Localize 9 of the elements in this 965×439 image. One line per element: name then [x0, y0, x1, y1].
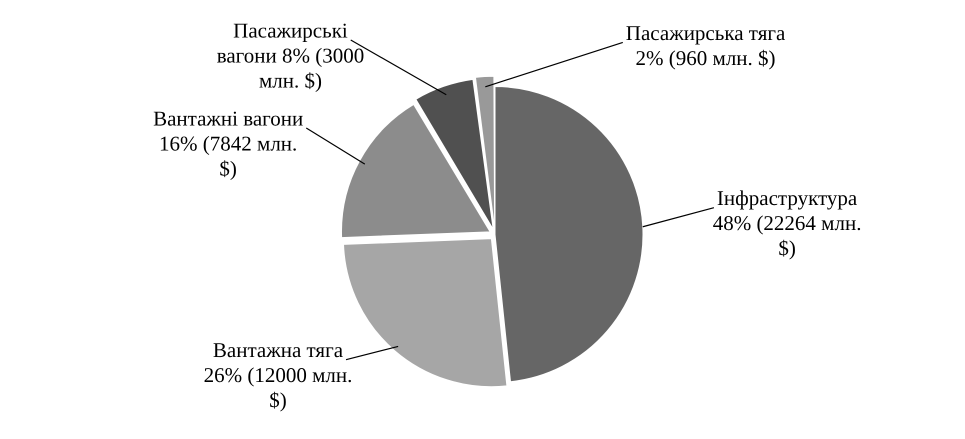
slice-label: Вантажна тяга [212, 338, 344, 362]
slice-label: Пасажирська тяга [626, 20, 786, 45]
data-label: 16% (7842 млн. $) [159, 132, 298, 181]
data-label: 2% (960 млн. $) [636, 46, 776, 70]
slice-label: Вантажні вагони [153, 106, 304, 131]
data-label: 26% (12000 млн. $) [204, 363, 352, 412]
slice-label: Інфраструктура [716, 186, 858, 210]
data-label: 48% (22264 млн. $) [712, 211, 862, 260]
slice-label: Пасажирські вагони 8% (3000 млн. $) [216, 18, 364, 92]
